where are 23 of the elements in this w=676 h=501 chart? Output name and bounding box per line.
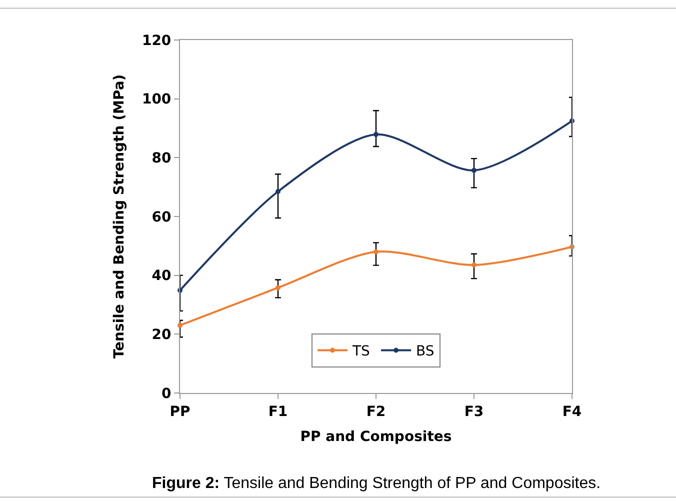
x-tick-label: F3: [464, 404, 484, 420]
point: [276, 285, 280, 290]
x-tick-label: F2: [366, 404, 386, 420]
point: [374, 132, 378, 137]
x-tick-label: F4: [562, 404, 582, 420]
y-tick-label: 20: [152, 327, 172, 344]
y-tick-label: 60: [152, 209, 172, 226]
y-tick-label: 80: [152, 150, 172, 167]
x-axis-title: PP and Composites: [300, 429, 452, 446]
point: [472, 168, 476, 173]
y-tick-label: 0: [161, 386, 172, 402]
y-axis-title: Tensile and Bending Strength (MPa): [112, 74, 128, 359]
legend-label: BS: [416, 344, 434, 360]
y-tick-label: 40: [152, 268, 172, 284]
y-tick-label: 100: [142, 92, 172, 108]
point: [374, 249, 378, 254]
x-tick-label: PP: [170, 404, 190, 420]
point: [276, 189, 280, 194]
point: [472, 262, 476, 268]
legend-label: TS: [352, 344, 370, 360]
caption: Figure 2: Tensile and Bending Strength of PP and Composites.: [152, 475, 601, 492]
x-tick-label: F1: [268, 404, 288, 420]
y-tick-label: 120: [142, 32, 172, 49]
